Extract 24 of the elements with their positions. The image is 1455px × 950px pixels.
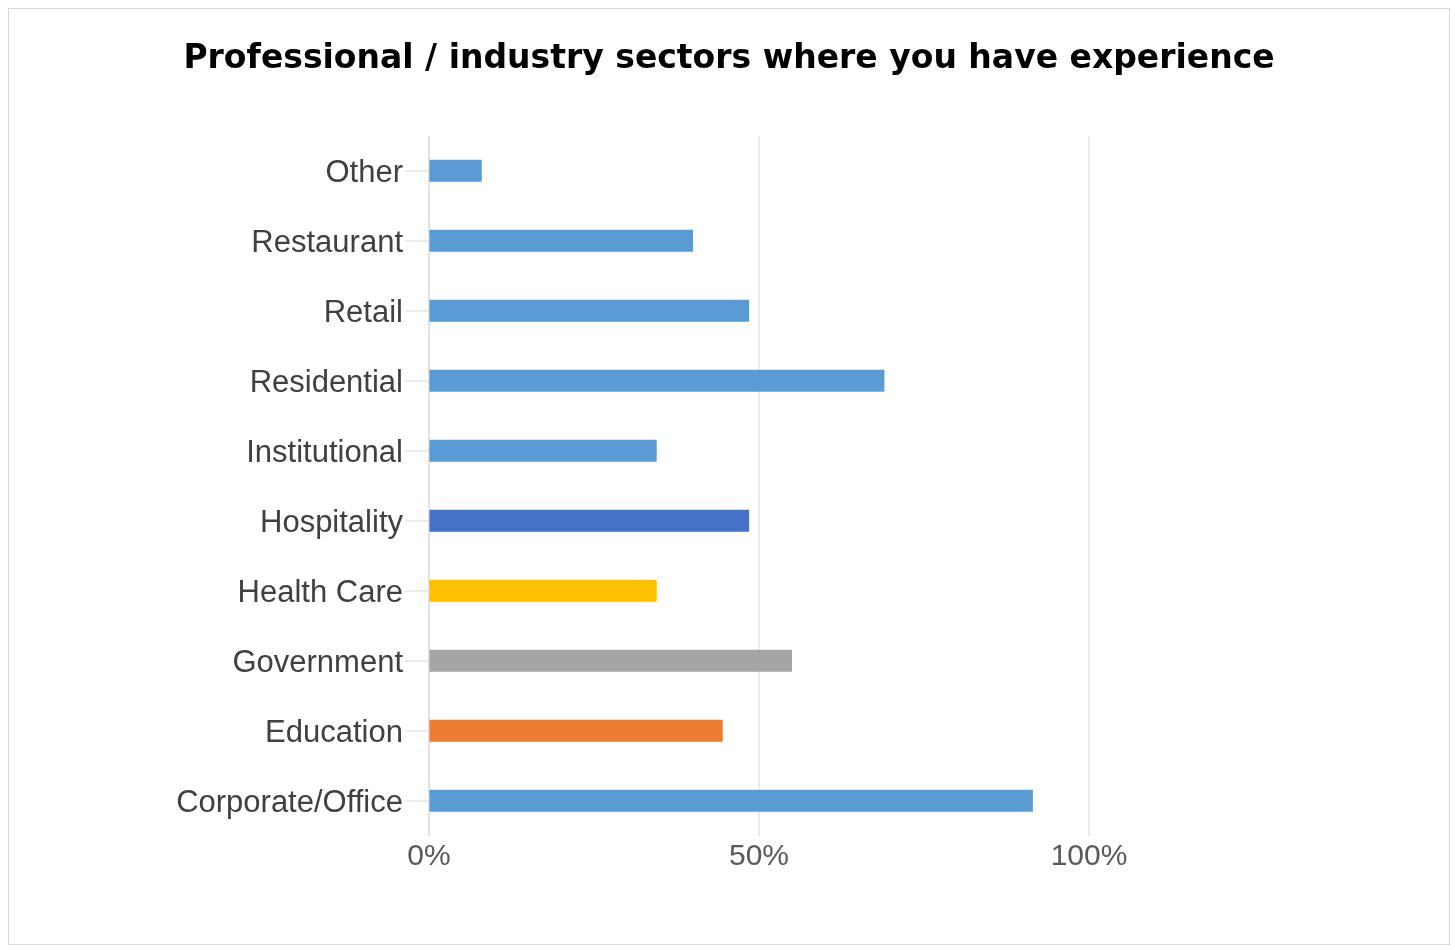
y-tick-label: Government (232, 644, 404, 680)
x-tick-label: 100% (1050, 838, 1128, 872)
y-tick-label: Retail (323, 294, 403, 330)
bar (429, 439, 657, 462)
bar (429, 509, 750, 532)
y-tick-label: Institutional (246, 434, 403, 470)
y-tick-label: Residential (249, 364, 403, 400)
bar (429, 649, 792, 672)
bar (429, 299, 750, 322)
chart-title: Professional / industry sectors where you have experience (182, 36, 1276, 76)
bar (429, 789, 1033, 812)
y-tick-label: Corporate/Office (176, 784, 403, 820)
y-tick-label: Education (265, 714, 403, 750)
y-tick-label: Health Care (237, 574, 403, 610)
bar (429, 369, 885, 392)
bar (429, 159, 482, 182)
y-tick-label: Hospitality (260, 504, 404, 540)
y-tick-label: Restaurant (251, 224, 404, 260)
x-tick-label: 50% (728, 838, 790, 872)
y-tick-label: Other (325, 154, 403, 190)
bar (429, 719, 723, 742)
x-tick-label: 0% (407, 838, 451, 872)
bar (429, 579, 657, 602)
bar (429, 229, 693, 252)
